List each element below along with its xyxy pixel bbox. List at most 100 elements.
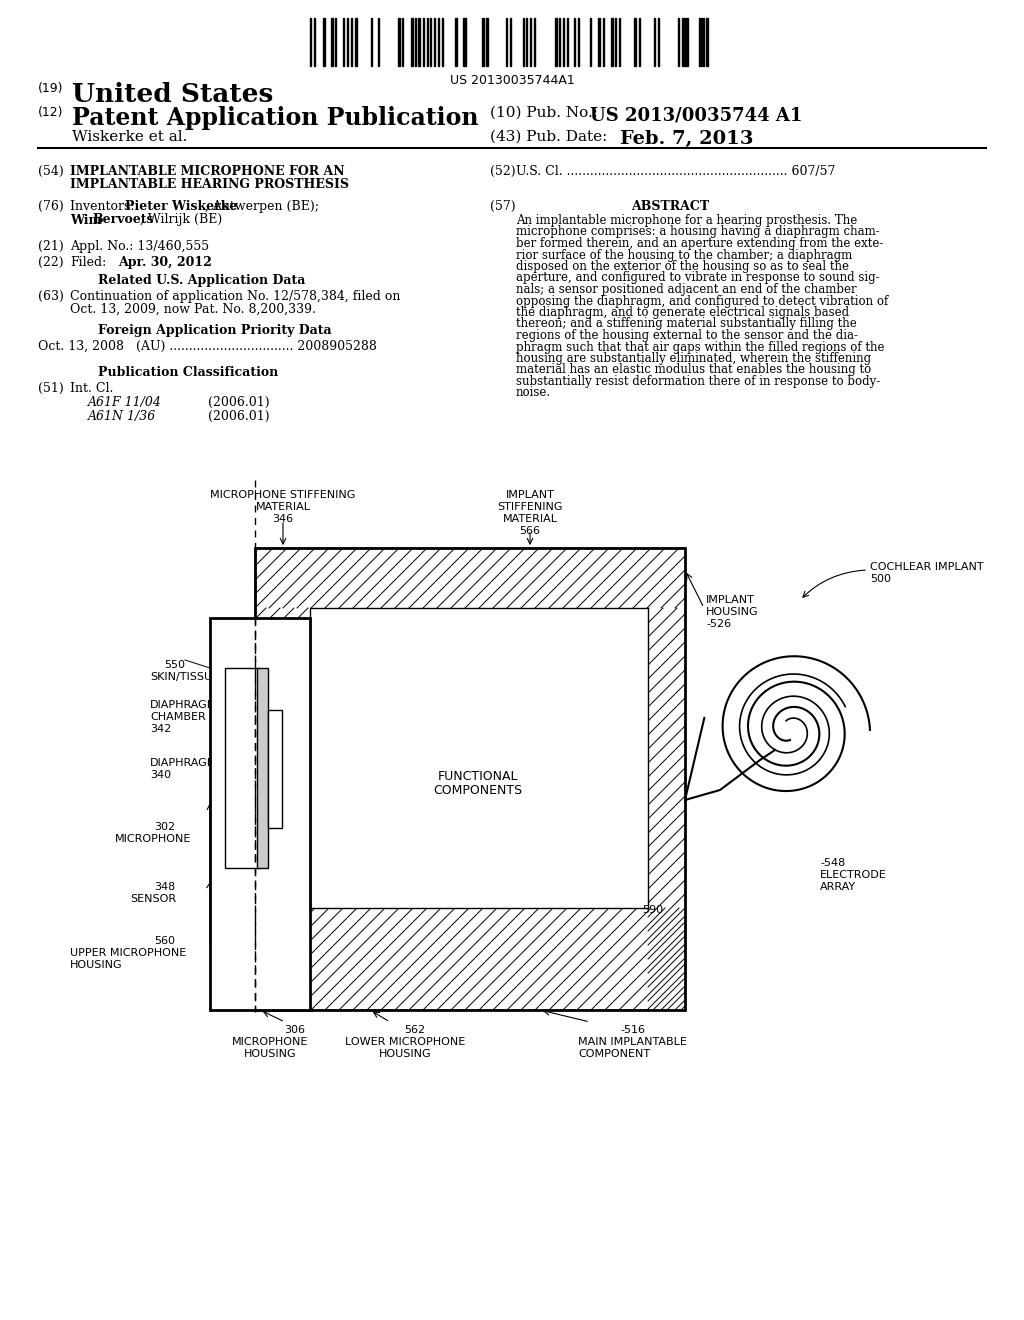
Text: Inventors:: Inventors: [70, 201, 138, 213]
Text: Wiskerke et al.: Wiskerke et al. [72, 129, 187, 144]
Bar [598, 18, 600, 66]
Text: noise.: noise. [516, 387, 551, 400]
Text: (63): (63) [38, 290, 63, 304]
Text: MICROPHONE: MICROPHONE [231, 1038, 308, 1047]
Bar [463, 18, 466, 66]
Text: (19): (19) [38, 82, 63, 95]
Text: IMPLANT: IMPLANT [506, 490, 554, 500]
Text: 560: 560 [154, 936, 175, 946]
Text: Patent Application Publication: Patent Application Publication [72, 106, 478, 129]
Text: DIAPHRAGM: DIAPHRAGM [150, 700, 217, 710]
Bar [411, 18, 413, 66]
Text: Filed:: Filed: [70, 256, 106, 269]
Text: (22): (22) [38, 256, 63, 269]
Bar [455, 18, 457, 66]
Text: COCHLEAR IMPLANT: COCHLEAR IMPLANT [870, 562, 984, 572]
Text: Foreign Application Priority Data: Foreign Application Priority Data [98, 323, 332, 337]
Bar [331, 18, 333, 66]
Text: , Wilrijk (BE): , Wilrijk (BE) [140, 213, 222, 226]
Text: UPPER MICROPHONE: UPPER MICROPHONE [70, 948, 186, 958]
Text: LOWER MICROPHONE: LOWER MICROPHONE [345, 1038, 465, 1047]
Text: U.S. Cl. ......................................................... 607/57: U.S. Cl. ...............................… [516, 165, 836, 178]
Text: SENSOR: SENSOR [130, 894, 176, 904]
Bar [486, 18, 488, 66]
Text: material has an elastic modulus that enables the housing to: material has an elastic modulus that ena… [516, 363, 871, 376]
Text: 562: 562 [404, 1026, 426, 1035]
Text: (52): (52) [490, 165, 516, 178]
Text: DIAPHRAGM: DIAPHRAGM [150, 758, 217, 768]
Text: nals; a sensor positioned adjacent an end of the chamber: nals; a sensor positioned adjacent an en… [516, 282, 857, 296]
Text: MICROPHONE: MICROPHONE [115, 834, 191, 843]
Text: Bervoets: Bervoets [92, 213, 154, 226]
Text: Int. Cl.: Int. Cl. [70, 381, 114, 395]
Text: US 20130035744A1: US 20130035744A1 [450, 74, 574, 87]
Text: rior surface of the housing to the chamber; a diaphragm: rior surface of the housing to the chamb… [516, 248, 852, 261]
Bar [355, 18, 357, 66]
Text: housing are substantially eliminated, wherein the stiffening: housing are substantially eliminated, wh… [516, 352, 871, 366]
Text: MATERIAL: MATERIAL [256, 502, 310, 512]
Text: MICROPHONE STIFFENING: MICROPHONE STIFFENING [210, 490, 355, 500]
Text: HOUSING: HOUSING [244, 1049, 296, 1059]
Bar [257, 668, 268, 869]
Text: Apr. 30, 2012: Apr. 30, 2012 [118, 256, 212, 269]
Text: 348: 348 [154, 882, 175, 892]
Text: Pieter Wiskerke: Pieter Wiskerke [125, 201, 238, 213]
Bar [682, 18, 685, 66]
Text: Continuation of application No. 12/578,384, filed on: Continuation of application No. 12/578,3… [70, 290, 400, 304]
Text: HOUSING: HOUSING [379, 1049, 431, 1059]
Text: SKIN/TISSUE: SKIN/TISSUE [150, 672, 219, 682]
Text: IMPLANTABLE MICROPHONE FOR AN: IMPLANTABLE MICROPHONE FOR AN [70, 165, 345, 178]
Bar [418, 18, 420, 66]
Text: opposing the diaphragm, and configured to detect vibration of: opposing the diaphragm, and configured t… [516, 294, 888, 308]
Bar [634, 18, 636, 66]
Text: MATERIAL: MATERIAL [503, 513, 557, 524]
Bar [225, 668, 260, 869]
Text: IMPLANT: IMPLANT [706, 595, 755, 605]
Text: IMPLANTABLE HEARING PROSTHESIS: IMPLANTABLE HEARING PROSTHESIS [70, 178, 349, 191]
Bar [210, 618, 310, 1010]
Text: CHAMBER: CHAMBER [150, 711, 206, 722]
Text: (51): (51) [38, 381, 63, 395]
Text: COMPONENTS: COMPONENTS [433, 784, 522, 797]
Text: (12): (12) [38, 106, 63, 119]
Text: (54): (54) [38, 165, 63, 178]
Text: 342: 342 [150, 723, 171, 734]
Text: disposed on the exterior of the housing so as to seal the: disposed on the exterior of the housing … [516, 260, 849, 273]
Bar [255, 548, 685, 1010]
Text: MAIN IMPLANTABLE: MAIN IMPLANTABLE [578, 1038, 687, 1047]
Text: US 2013/0035744 A1: US 2013/0035744 A1 [590, 106, 803, 124]
Text: 340: 340 [150, 770, 171, 780]
Text: 590: 590 [642, 906, 664, 915]
Text: Wim: Wim [70, 214, 101, 227]
Bar [310, 609, 648, 908]
Text: -516: -516 [620, 1026, 645, 1035]
Bar [706, 18, 708, 66]
Bar [323, 18, 325, 66]
Text: 500: 500 [870, 574, 891, 583]
Text: -548: -548 [820, 858, 845, 869]
Bar [611, 18, 613, 66]
Text: , Antwerpen (BE);: , Antwerpen (BE); [205, 201, 319, 213]
Bar [699, 18, 702, 66]
Text: 306: 306 [285, 1026, 305, 1035]
Text: (2006.01): (2006.01) [208, 396, 269, 409]
Bar [482, 18, 484, 66]
Text: Related U.S. Application Data: Related U.S. Application Data [98, 275, 305, 286]
Text: 346: 346 [272, 513, 294, 524]
Text: ber formed therein, and an aperture extending from the exte-: ber formed therein, and an aperture exte… [516, 238, 884, 249]
Text: HOUSING: HOUSING [706, 607, 759, 616]
Bar [398, 18, 400, 66]
Text: 302: 302 [154, 822, 175, 832]
Text: Publication Classification: Publication Classification [98, 366, 279, 379]
Text: phragm such that that air gaps within the filled regions of the: phragm such that that air gaps within th… [516, 341, 885, 354]
Text: A61F 11/04: A61F 11/04 [88, 396, 162, 409]
Text: COMPONENT: COMPONENT [578, 1049, 650, 1059]
Bar [555, 18, 557, 66]
Text: United States: United States [72, 82, 273, 107]
Text: 566: 566 [519, 525, 541, 536]
Text: Oct. 13, 2009, now Pat. No. 8,200,339.: Oct. 13, 2009, now Pat. No. 8,200,339. [70, 304, 315, 315]
Text: microphone comprises: a housing having a diaphragm cham-: microphone comprises: a housing having a… [516, 226, 880, 239]
Text: (2006.01): (2006.01) [208, 411, 269, 422]
Text: A61N 1/36: A61N 1/36 [88, 411, 157, 422]
Text: aperture, and configured to vibrate in response to sound sig-: aperture, and configured to vibrate in r… [516, 272, 880, 285]
